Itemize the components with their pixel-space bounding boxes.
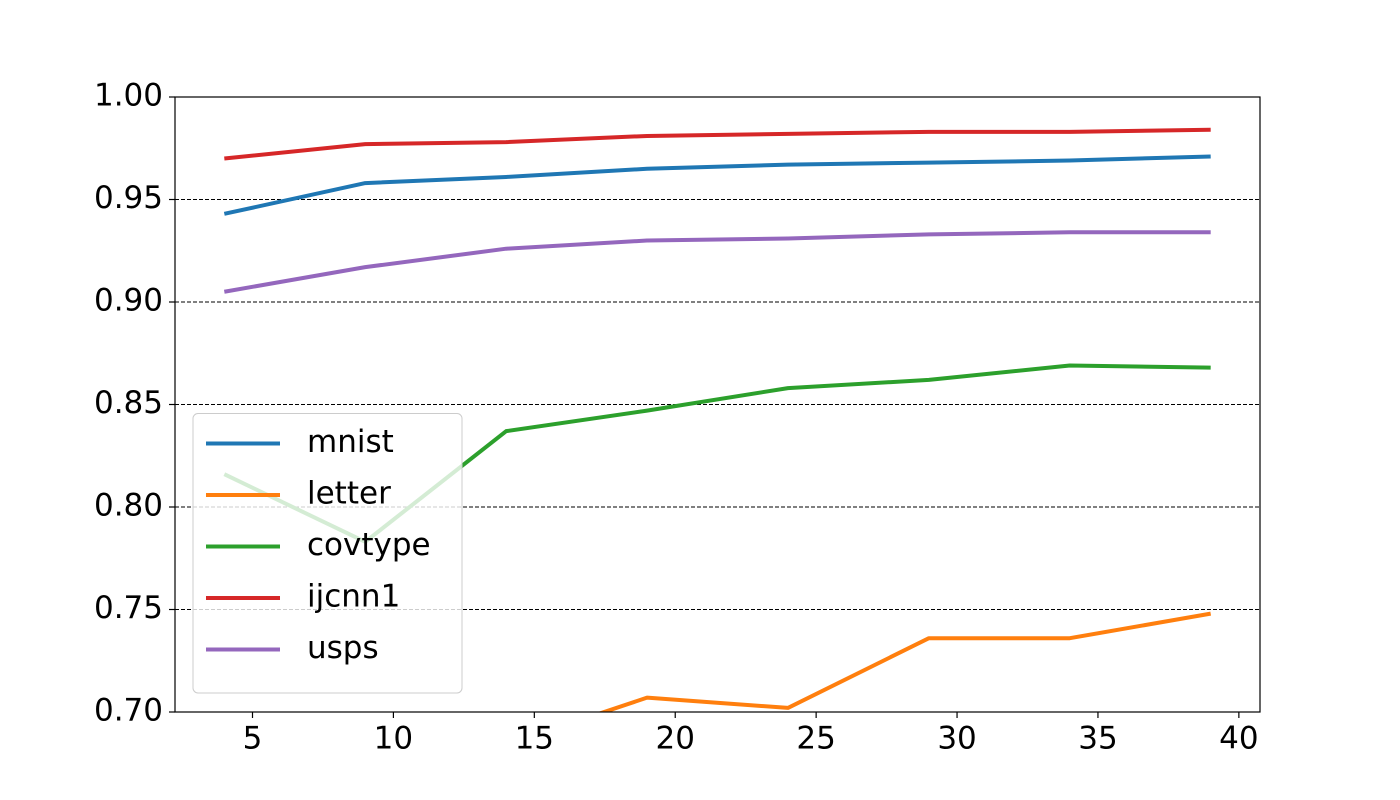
series-line bbox=[597, 611, 1212, 712]
legend: mnist letter covtype ijcnn1 usps bbox=[192, 413, 463, 694]
x-tick-label: 25 bbox=[796, 721, 835, 757]
y-tick-label: 0.80 bbox=[94, 488, 163, 524]
x-tick-label: 30 bbox=[937, 721, 976, 757]
x-tick-label: 20 bbox=[656, 721, 695, 757]
series-line bbox=[223, 154, 1211, 216]
y-tick-label: 1.00 bbox=[94, 78, 163, 114]
x-tick-label: 40 bbox=[1219, 721, 1258, 757]
series-line bbox=[224, 127, 1211, 161]
y-tick-label: 0.75 bbox=[94, 590, 163, 626]
y-tick-label: 0.90 bbox=[94, 283, 163, 319]
y-tick-label: 0.95 bbox=[94, 180, 163, 216]
x-tick-label: 5 bbox=[243, 721, 263, 757]
x-tick-label: 10 bbox=[374, 721, 413, 757]
ticks: 0.70 0.75 0.80 0.85 0.90 0.95 1.00 5 10 15 20 25 30 3… bbox=[94, 78, 1259, 757]
x-tick-label: 35 bbox=[1078, 721, 1117, 757]
legend-label: usps bbox=[307, 630, 379, 666]
legend-label: mnist bbox=[307, 424, 394, 460]
legend-label: ijcnn1 bbox=[307, 579, 400, 615]
legend-label: letter bbox=[307, 476, 391, 512]
series-line bbox=[223, 230, 1211, 294]
y-tick-label: 0.70 bbox=[94, 693, 163, 729]
x-tick-label: 15 bbox=[515, 721, 554, 757]
legend-label: covtype bbox=[307, 527, 431, 563]
y-tick-label: 0.85 bbox=[94, 385, 163, 421]
legend-box bbox=[192, 413, 463, 694]
